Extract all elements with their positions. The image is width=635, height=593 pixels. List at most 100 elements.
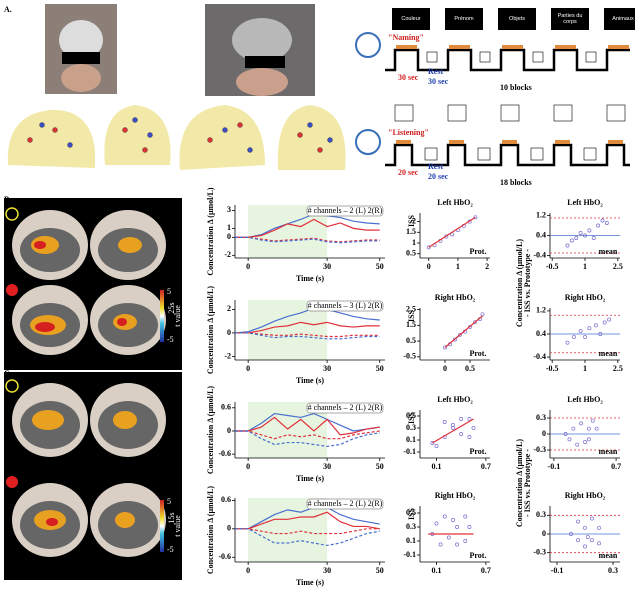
y-tick-label: -0.4 bbox=[533, 250, 546, 259]
y-tick-label: 1.2 bbox=[536, 306, 546, 315]
data-point bbox=[587, 326, 592, 331]
x-tick-label: 0.7 bbox=[481, 566, 491, 575]
y-tick-label: 0.3 bbox=[406, 423, 416, 432]
colorbar-min: -5 bbox=[167, 545, 174, 554]
data-line bbox=[444, 315, 483, 348]
colorbar-min: -5 bbox=[167, 335, 174, 344]
y-tick-label: -2 bbox=[224, 250, 231, 259]
y-tick-label: 1.5 bbox=[406, 320, 416, 329]
x-axis-label: Time (s) bbox=[296, 274, 324, 283]
x-axis-label: Time (s) bbox=[296, 578, 324, 587]
data-point bbox=[458, 332, 462, 337]
data-point bbox=[434, 521, 439, 526]
y-tick-label: 1.5 bbox=[406, 227, 416, 236]
data-point bbox=[453, 337, 457, 342]
y-tick-label: -0.6 bbox=[218, 449, 231, 458]
colorbar-time: 25s bbox=[167, 302, 176, 313]
data-point bbox=[471, 426, 476, 430]
data-point bbox=[443, 345, 447, 350]
task-duration: 30 sec bbox=[398, 73, 419, 82]
x-tick-label: -0.5 bbox=[546, 262, 559, 271]
x-tick-label: 50 bbox=[376, 364, 384, 373]
data-point bbox=[442, 420, 447, 424]
data-point bbox=[463, 514, 468, 519]
data-point bbox=[571, 426, 576, 431]
data-line bbox=[432, 418, 474, 444]
data-point bbox=[569, 532, 573, 536]
protocol bbox=[355, 32, 630, 167]
data-point bbox=[459, 432, 464, 436]
legend-box bbox=[306, 205, 384, 217]
x-tick-label: -0.1 bbox=[548, 462, 561, 471]
x-tick-label: 2.5 bbox=[613, 364, 623, 373]
y-tick-label: 1 bbox=[227, 223, 231, 232]
y-tick-label: 2.5 bbox=[406, 304, 416, 313]
x-tick-label: 2.5 bbox=[613, 262, 623, 271]
y-tick-label: -0.6 bbox=[218, 552, 231, 561]
legend-box bbox=[306, 300, 384, 312]
y-tick-label: 0.3 bbox=[406, 522, 416, 531]
y-tick-label: 0.5 bbox=[406, 508, 416, 517]
rest-duration: 30 sec bbox=[428, 77, 449, 86]
data-point bbox=[576, 538, 580, 543]
x-tick-label: 30 bbox=[323, 566, 331, 575]
legend-text: # channels – 2 (L) 2(R) bbox=[308, 499, 383, 508]
data-point bbox=[590, 538, 594, 543]
data-point bbox=[463, 539, 468, 543]
legend-box bbox=[306, 498, 384, 510]
data-point bbox=[467, 417, 472, 421]
colorbar-unit: t value bbox=[173, 305, 182, 327]
y-tick-label: 0.6 bbox=[221, 403, 231, 412]
data-point bbox=[597, 541, 601, 546]
data-point bbox=[591, 236, 596, 240]
data-line bbox=[235, 412, 380, 432]
y-tick-label: 1 bbox=[412, 238, 416, 247]
y-tick-label: 3 bbox=[227, 205, 231, 214]
x-axis-label: mean bbox=[599, 349, 618, 358]
data-point bbox=[587, 228, 592, 233]
y-axis-label: Concentration Δ (μmol/L) bbox=[515, 439, 524, 528]
y-axis-label: ISS bbox=[407, 411, 416, 424]
chart-title: Right HbO₂ bbox=[435, 491, 476, 500]
x-axis-label: Prot. bbox=[470, 349, 487, 358]
x-axis-label: Time (s) bbox=[296, 474, 324, 483]
data-point bbox=[594, 426, 599, 431]
data-point bbox=[578, 329, 583, 334]
data-point bbox=[565, 243, 570, 248]
x-tick-label: 2 bbox=[485, 262, 489, 271]
panel-label: C. bbox=[4, 369, 12, 378]
x-axis-label: Prot. bbox=[470, 247, 487, 256]
task-duration: 20 sec bbox=[398, 168, 419, 177]
data-point bbox=[473, 320, 477, 325]
x-tick-label: 1 bbox=[583, 364, 587, 373]
data-point bbox=[583, 233, 587, 238]
x-tick-label: 0 bbox=[246, 262, 250, 271]
y-tick-label: -2 bbox=[224, 351, 231, 360]
data-point bbox=[583, 334, 587, 339]
data-line bbox=[235, 236, 380, 243]
y-tick-label: 0.4 bbox=[536, 230, 546, 239]
data-point bbox=[438, 542, 443, 547]
chart-title: Left HbO₂ bbox=[567, 198, 603, 207]
y-tick-label: 0.5 bbox=[406, 249, 416, 258]
x-tick-label: 50 bbox=[376, 566, 384, 575]
chart-title: Right HbO₂ bbox=[565, 491, 606, 500]
data-line bbox=[235, 528, 380, 535]
data-point bbox=[583, 440, 587, 444]
data-point bbox=[600, 218, 605, 223]
x-tick-label: 0.7 bbox=[481, 462, 491, 471]
chart-title: Right HbO₂ bbox=[435, 293, 476, 302]
y-axis-label: ISS bbox=[407, 214, 416, 227]
block-label: Couleur bbox=[392, 8, 430, 30]
data-line bbox=[235, 218, 380, 238]
chart-title: Left HbO₂ bbox=[437, 395, 473, 404]
y-tick-label: 0.3 bbox=[536, 510, 546, 519]
y-tick-label: 0.3 bbox=[536, 413, 546, 422]
y-tick-label: 1.2 bbox=[536, 210, 546, 219]
y-axis-label: - ISS vs. Prototype - bbox=[523, 449, 532, 517]
data-point bbox=[569, 238, 574, 243]
data-point bbox=[467, 525, 472, 529]
data-point bbox=[468, 324, 472, 329]
data-point bbox=[583, 525, 587, 530]
rest-duration: 20 sec bbox=[428, 172, 449, 181]
